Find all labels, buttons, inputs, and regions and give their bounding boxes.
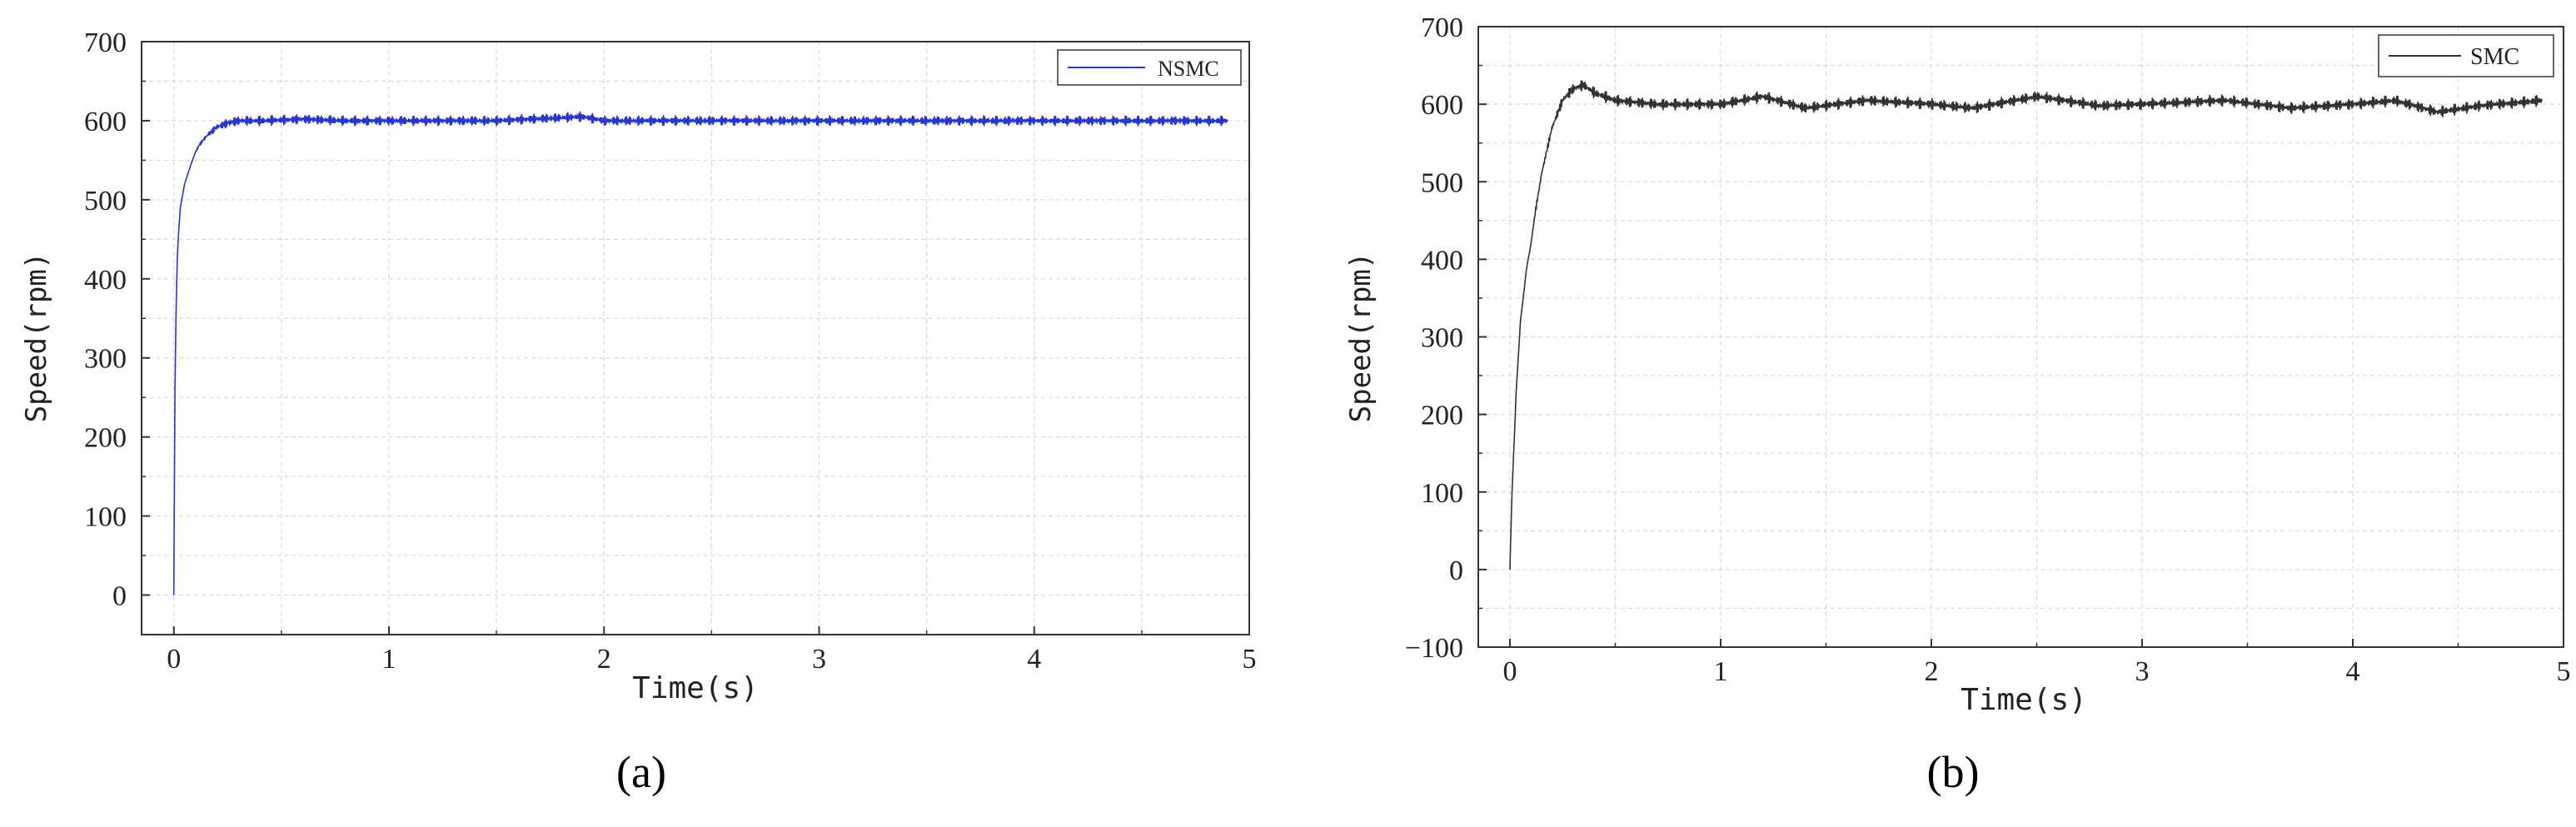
panel-label-a: (a) <box>616 747 666 797</box>
series-line-smc <box>1509 80 2544 570</box>
y-tick-label: 0 <box>1449 555 1463 586</box>
legend-a: NSMC <box>1057 49 1242 86</box>
y-tick-label: 300 <box>1421 323 1463 354</box>
x-tick-label: 5 <box>2557 656 2571 687</box>
ticks-b: −100 0 100 200 300 400 500 600 700 0 1 2 3 4 5 <box>1405 12 2571 687</box>
x-tick-label: 2 <box>1924 656 1938 687</box>
y-tick-label: 500 <box>1421 167 1463 198</box>
y-tick-label: −100 <box>1405 633 1463 664</box>
y-axis-label-b: Speed(rpm) <box>1344 252 1378 423</box>
chart-a: 0 100 200 300 400 500 600 700 0 1 2 3 4 5 NSMC Time(s… <box>20 27 1257 797</box>
series-a <box>172 111 1228 595</box>
y-tick-label: 300 <box>84 344 127 375</box>
y-tick-label: 100 <box>1421 478 1463 509</box>
legend-b: SMC <box>2378 34 2554 77</box>
ticks-a: 0 100 200 300 400 500 600 700 0 1 2 3 4 5 <box>84 27 1257 675</box>
y-tick-label: 700 <box>1421 12 1463 43</box>
y-tick-label: 700 <box>84 27 127 58</box>
plot-frame-a <box>141 41 1250 635</box>
chart-b: −100 0 100 200 300 400 500 600 700 0 1 2 3 4 5 SMC Tim… <box>1344 12 2571 797</box>
y-tick-label: 600 <box>84 107 127 137</box>
x-tick-label: 0 <box>167 644 181 675</box>
y-tick-label: 600 <box>1421 90 1463 121</box>
y-tick-label: 400 <box>1421 245 1463 276</box>
y-tick-label: 100 <box>84 502 127 533</box>
x-axis-label-b: Time(s) <box>1961 683 2087 717</box>
legend-label-nsmc: NSMC <box>1158 57 1219 81</box>
legend-label-smc: SMC <box>2470 44 2519 70</box>
grid-a <box>142 42 1249 635</box>
x-tick-label: 1 <box>1713 656 1727 687</box>
x-tick-label: 3 <box>2135 656 2149 687</box>
y-tick-label: 0 <box>112 581 127 612</box>
x-tick-label: 1 <box>381 644 396 675</box>
y-tick-label: 400 <box>84 265 127 296</box>
series-b <box>1509 80 2544 570</box>
y-tick-label: 200 <box>1421 401 1463 431</box>
grid-b <box>1478 27 2564 647</box>
x-tick-label: 3 <box>812 644 826 675</box>
x-tick-label: 2 <box>597 644 611 675</box>
x-tick-label: 0 <box>1502 656 1517 687</box>
x-tick-label: 5 <box>1243 644 1257 675</box>
x-tick-label: 4 <box>2345 656 2359 687</box>
y-tick-label: 500 <box>84 186 127 217</box>
x-tick-label: 4 <box>1027 644 1041 675</box>
x-axis-label-a: Time(s) <box>632 671 759 705</box>
panel-label-b: (b) <box>1927 747 1980 797</box>
y-axis-label-a: Speed(rpm) <box>20 252 53 423</box>
y-tick-label: 200 <box>84 423 127 454</box>
series-line-nsmc <box>172 111 1228 595</box>
